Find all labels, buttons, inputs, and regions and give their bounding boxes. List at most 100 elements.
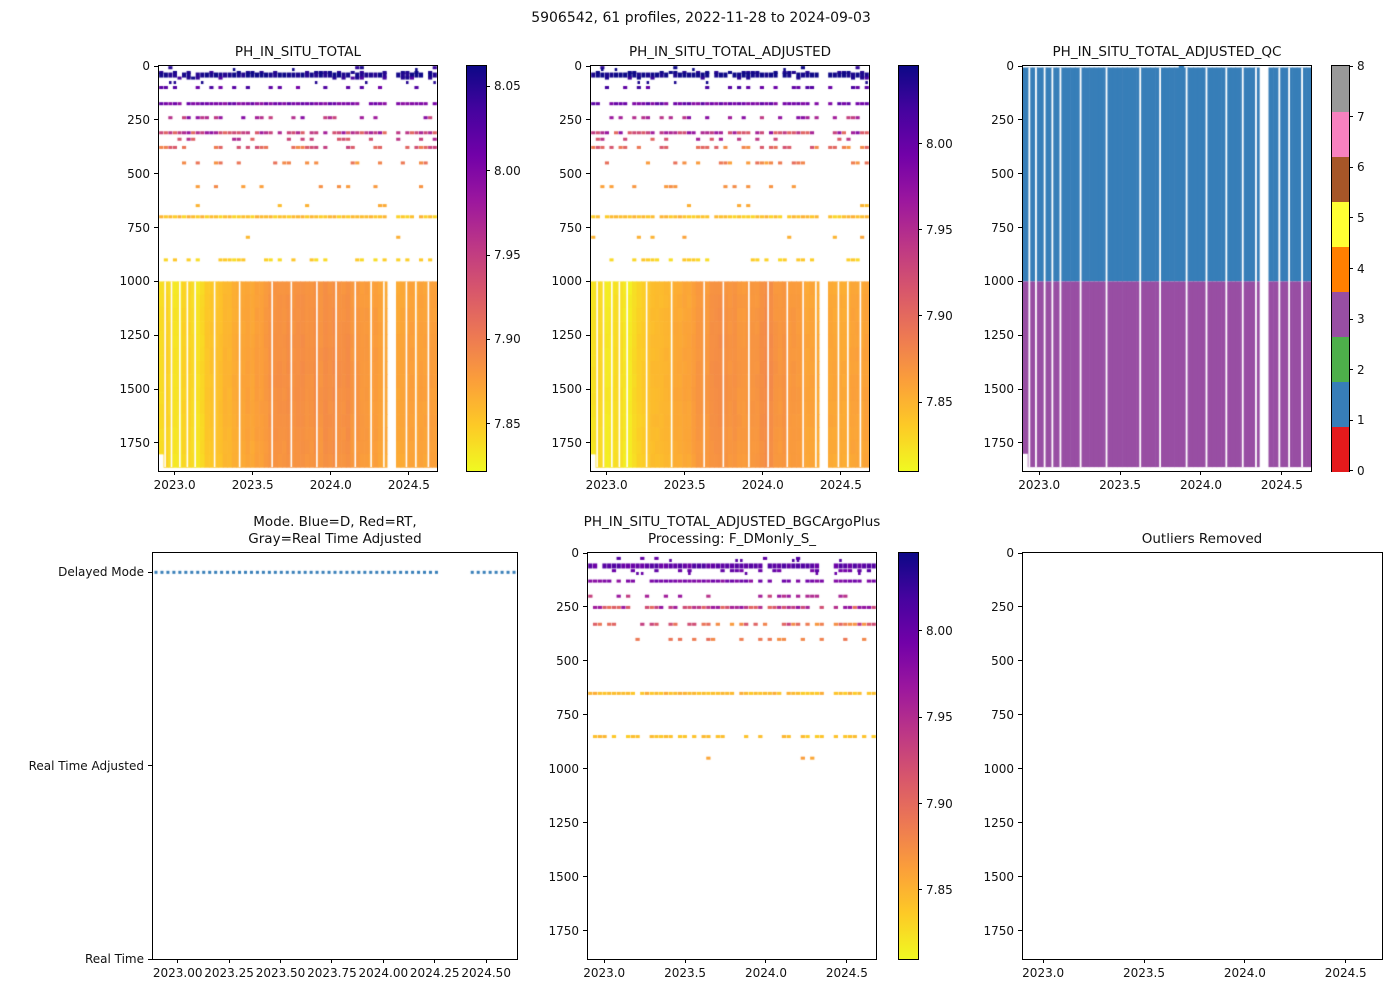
x-tick-mark [606, 471, 608, 475]
x-tick-mark [684, 959, 686, 963]
colorbar-tick-mark [1349, 268, 1353, 269]
colorbar-tick-label: 7.90 [926, 308, 953, 323]
y-tick-label: 1000 [983, 761, 1014, 776]
x-tick-mark [1244, 959, 1246, 963]
colorbar-tick-label: 7.85 [926, 395, 953, 410]
y-tick-mark [1018, 280, 1022, 282]
y-tick-mark [1018, 822, 1022, 824]
y-tick-label: 1000 [119, 274, 150, 289]
mode-plot-canvas [153, 553, 517, 959]
title-line: PH_IN_SITU_TOTAL_ADJUSTED [628, 44, 832, 60]
qc-colorbar-segment [1332, 246, 1349, 292]
y-tick-mark [148, 958, 152, 960]
y-tick-label: 500 [991, 653, 1014, 668]
title-line: Outliers Removed [1141, 531, 1263, 547]
x-tick-label: 2023.5 [1099, 478, 1142, 492]
colorbar-tick-mark [918, 143, 922, 145]
x-tick-mark [280, 959, 281, 963]
y-tick-label: 1000 [551, 274, 582, 289]
y-tick-mark [583, 876, 587, 878]
y-tick-mark [583, 714, 587, 716]
y-tick-label: 1750 [983, 923, 1014, 938]
x-tick-label: 2024.0 [741, 478, 784, 492]
title-line: Gray=Real Time Adjusted [248, 531, 422, 547]
y-tick-label: 250 [556, 599, 579, 614]
x-tick-mark [330, 471, 332, 475]
y-tick-mark [148, 765, 152, 767]
title-line: PH_IN_SITU_TOTAL_ADJUSTED_QC [1052, 44, 1282, 60]
y-tick-label: 250 [991, 112, 1014, 127]
y-tick-label: 0 [1006, 546, 1014, 560]
colorbar-tick-label: 2 [1357, 362, 1365, 377]
y-tick-mark [1018, 173, 1022, 175]
y-tick-label: 1250 [551, 328, 582, 343]
y-tick-label: 1500 [119, 382, 150, 397]
x-tick-label: 2023.0 [1022, 966, 1065, 980]
colorbar-tick-label: 4 [1357, 261, 1365, 276]
x-tick-label: 2023.5 [664, 966, 707, 980]
y-tick-mark [1018, 930, 1022, 932]
colorbar-tick-mark [486, 338, 490, 340]
y-tick-label: 1750 [551, 435, 582, 450]
y-tick-label: 1750 [119, 435, 150, 450]
x-tick-mark [485, 959, 487, 963]
y-tick-label: 750 [127, 220, 150, 235]
x-tick-mark [684, 471, 686, 475]
y-tick-mark [1018, 768, 1022, 770]
title-ph-in-situ-total: PH_IN_SITU_TOTAL [48, 44, 548, 61]
x-tick-label: 2023.0 [585, 478, 628, 492]
y-tick-label: 1250 [983, 815, 1014, 830]
colorbar-tick-mark [486, 423, 490, 425]
title-outliers-removed: Outliers Removed [952, 531, 1400, 548]
y-tick-label: 750 [556, 707, 579, 722]
axes-ph-adjusted-qc: 2023.0 2023.5 2024.0 2024.5 0 250 500 750 1000 12… [983, 59, 1312, 492]
colorbar-tick-mark [918, 803, 922, 804]
y-tick-label: 1750 [548, 923, 579, 938]
y-tick-label: 250 [991, 599, 1014, 614]
colorbar-tick-label: 8.00 [926, 136, 953, 151]
y-tick-mark [586, 388, 590, 390]
figure-title: 5906542, 61 profiles, 2022-11-28 to 2024… [531, 10, 871, 26]
y-tick-label: Real Time Adjusted [28, 758, 144, 773]
colorbar-tick-label: 7.90 [926, 796, 953, 811]
y-tick-mark [586, 442, 590, 444]
y-tick-mark [583, 606, 587, 608]
y-tick-label: 1250 [983, 328, 1014, 343]
x-tick-label: 2024.5 [819, 478, 862, 492]
title-ph-in-situ-total-adjusted-qc: PH_IN_SITU_TOTAL_ADJUSTED_QC [917, 44, 1400, 61]
y-tick-mark [586, 173, 590, 175]
y-tick-label: 0 [574, 59, 582, 73]
axes-ph-in-situ-total-adjusted: 2023.0 2023.5 2024.0 2024.5 0 250 500 750 1000 12… [551, 59, 870, 492]
x-tick-mark [228, 959, 230, 963]
qc-colorbar-segment [1332, 336, 1349, 382]
x-tick-label: 2023.5 [231, 478, 274, 492]
y-tick-label: 1500 [983, 869, 1014, 884]
x-tick-mark [252, 471, 254, 475]
y-tick-mark [154, 442, 158, 444]
y-tick-mark [1018, 660, 1022, 662]
y-tick-mark [154, 119, 158, 121]
colorbar-tick-label: 7.95 [494, 248, 521, 262]
x-tick-mark [603, 959, 605, 963]
colorbar-tick-mark [1349, 318, 1353, 320]
y-tick-mark [1018, 876, 1022, 878]
title-ph-in-situ-total-adjusted: PH_IN_SITU_TOTAL_ADJUSTED [480, 44, 980, 61]
x-tick-label: 2023.0 [153, 478, 196, 492]
y-tick-mark [586, 334, 590, 336]
colorbar-tick-label: 8 [1357, 59, 1365, 73]
colorbar-tick-mark [1349, 419, 1353, 421]
colorbar-tick-mark [1349, 116, 1353, 118]
title-bgc-argo-plus: PH_IN_SITU_TOTAL_ADJUSTED_BGCArgoPlus Pr… [482, 514, 982, 548]
qc-colorbar-segment [1332, 381, 1349, 427]
colorbar-tick-mark [918, 716, 922, 718]
axes-mode: 2023.00 2023.25 2023.50 2023.75 2024.00 2024.… [29, 552, 518, 980]
y-tick-mark [1018, 334, 1022, 336]
colorbar-tick-mark [486, 85, 490, 87]
x-tick-mark [1345, 959, 1347, 963]
x-tick-label: 2023.5 [1123, 966, 1165, 980]
qc-plot-canvas [1023, 66, 1311, 471]
x-tick-label: 2024.50 [461, 966, 511, 980]
axes-ph-in-situ-total: 2023.0 2023.5 2024.0 2024.5 0 250 500 750 1000 12… [119, 59, 438, 492]
colorbar-tick-mark [486, 254, 490, 256]
colorbar-tick-mark [1349, 217, 1353, 219]
